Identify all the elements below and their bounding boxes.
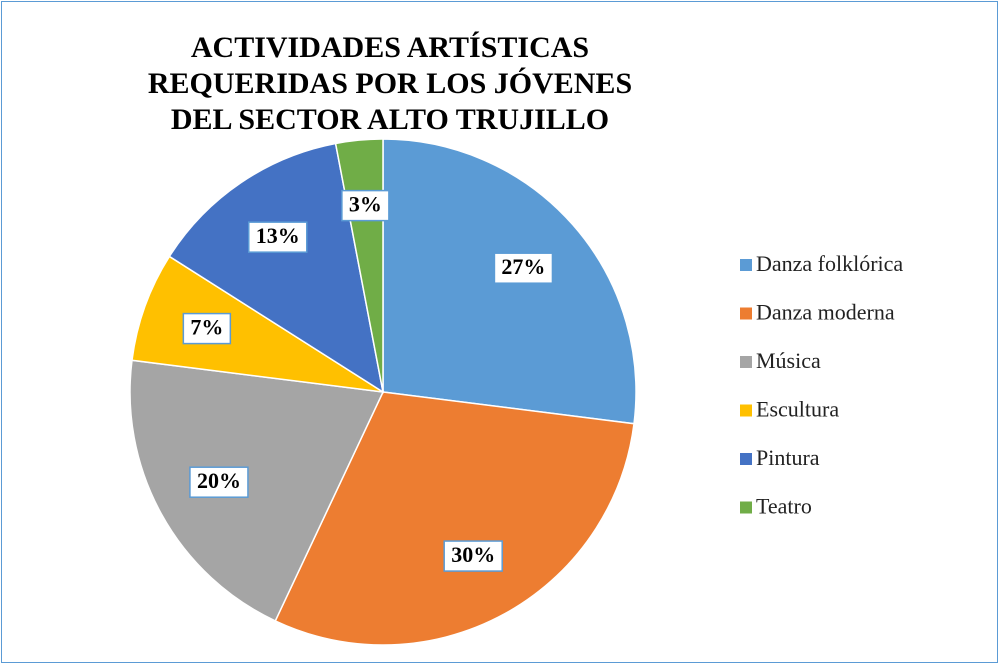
pie-slice — [168, 142, 385, 394]
data-label-box — [248, 221, 308, 253]
data-label: 27% — [501, 254, 545, 279]
data-label-box — [189, 466, 249, 498]
legend-swatch — [740, 404, 752, 417]
legend-label: Pintura — [756, 445, 820, 470]
data-label-box — [443, 540, 503, 572]
legend-label: Teatro — [756, 494, 812, 519]
pie-slice — [274, 391, 635, 646]
data-label: 13% — [256, 223, 300, 248]
data-label-box — [341, 189, 390, 222]
legend-label: Música — [756, 348, 821, 373]
data-label: 3% — [349, 192, 382, 217]
legend-swatch — [740, 259, 752, 271]
pie-slice — [131, 255, 384, 393]
pie-slice — [129, 359, 385, 622]
legend-swatch — [740, 307, 752, 320]
legend-swatch — [740, 356, 752, 368]
legend-swatch — [740, 453, 752, 465]
data-label: 20% — [197, 468, 241, 493]
chart-title: ACTIVIDADES ARTÍSTICAS REQUERIDAS POR LO… — [147, 31, 633, 136]
data-label: 7% — [190, 315, 223, 340]
legend-swatch — [740, 501, 752, 514]
data-label-box — [493, 252, 554, 284]
data-label-box — [182, 312, 232, 345]
legend-label: Danza folklórica — [756, 251, 903, 276]
legend-label: Escultura — [756, 397, 839, 422]
legend-label: Danza moderna — [756, 300, 895, 325]
data-label: 30% — [451, 542, 495, 567]
